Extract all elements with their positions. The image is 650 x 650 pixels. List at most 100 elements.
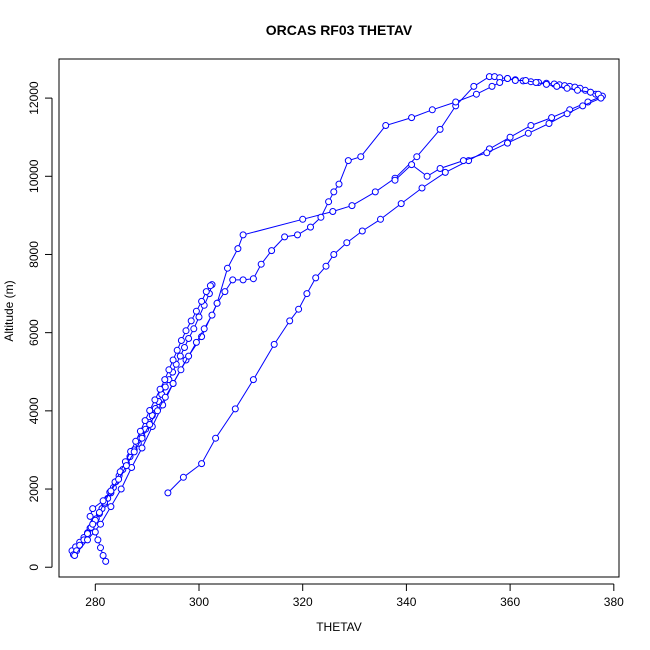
data-point: [522, 77, 530, 84]
data-point: [146, 407, 154, 414]
data-point: [190, 325, 198, 333]
data-point: [286, 317, 294, 325]
data-point: [268, 247, 276, 255]
data-point: [239, 276, 247, 284]
data-point: [579, 102, 587, 110]
data-point: [504, 139, 511, 147]
data-point: [146, 421, 154, 428]
data-point: [408, 114, 416, 122]
plot-area: [58, 58, 620, 578]
data-point: [234, 245, 242, 253]
data-point: [294, 231, 301, 239]
data-point: [84, 530, 91, 538]
data-point: [221, 288, 229, 296]
y-tick-label: 0: [27, 564, 41, 571]
data-point: [94, 536, 102, 544]
y-tick-label: 4000: [27, 397, 41, 424]
data-point: [504, 75, 511, 82]
data-point: [563, 84, 571, 92]
data-point: [95, 509, 103, 516]
data-point: [413, 153, 421, 161]
data-point: [452, 98, 460, 106]
x-tick-label: 280: [85, 595, 105, 609]
data-point: [344, 157, 352, 165]
data-point: [423, 172, 431, 180]
data-point: [231, 405, 239, 413]
data-point: [563, 110, 571, 118]
data-point: [542, 80, 550, 88]
data-point: [239, 231, 247, 239]
data-point: [436, 165, 444, 172]
data-point: [357, 153, 365, 161]
data-point: [224, 264, 231, 272]
data-point: [548, 114, 556, 122]
data-point: [377, 215, 384, 223]
y-tick-label: 2000: [27, 475, 41, 502]
data-series-layer: [68, 73, 606, 565]
series-4: [164, 92, 606, 497]
data-point: [132, 437, 140, 445]
data-point: [169, 356, 177, 364]
data-point: [91, 528, 99, 536]
axes-layer: 280 300 320 340 360 380 0 2000 4000 6000 8000 10000…: [27, 81, 624, 609]
data-point: [408, 161, 416, 169]
data-point: [164, 489, 172, 497]
data-point: [206, 282, 214, 290]
data-point: [307, 223, 314, 231]
data-point: [136, 427, 144, 435]
data-point: [177, 337, 185, 344]
data-point: [249, 376, 257, 384]
data-point: [348, 202, 356, 210]
data-point: [202, 288, 210, 296]
data-point: [532, 79, 540, 86]
data-point: [325, 198, 333, 206]
x-tick-label: 320: [293, 595, 313, 609]
data-point: [488, 82, 496, 90]
x-tick-label: 300: [189, 595, 209, 609]
data-point: [574, 86, 581, 94]
data-point: [330, 251, 338, 258]
y-tick-label: 6000: [27, 319, 41, 346]
x-axis-label: THETAV: [316, 620, 362, 634]
data-point: [295, 305, 303, 313]
data-point: [107, 503, 115, 511]
data-point: [212, 434, 220, 442]
data-point: [71, 552, 79, 559]
data-point: [496, 79, 504, 86]
data-point: [138, 444, 146, 452]
x-tick-label: 360: [500, 595, 520, 609]
data-point: [185, 352, 193, 360]
data-point: [472, 90, 480, 98]
data-point: [317, 213, 325, 221]
data-point: [257, 260, 265, 268]
data-point: [169, 380, 177, 387]
data-point: [192, 307, 200, 315]
data-point: [281, 233, 289, 241]
series-line: [167, 95, 603, 494]
data-point: [545, 120, 553, 127]
data-point: [312, 274, 320, 282]
data-point: [587, 88, 594, 96]
data-point: [441, 168, 449, 176]
data-point: [270, 340, 278, 348]
data-point: [483, 149, 491, 157]
data-point: [99, 552, 107, 559]
data-point: [527, 122, 535, 129]
data-point: [89, 520, 97, 528]
data-point: [459, 157, 467, 165]
data-point: [102, 557, 110, 565]
data-point: [84, 536, 91, 544]
data-point: [187, 317, 195, 325]
data-point: [173, 346, 181, 354]
data-point: [195, 313, 203, 321]
data-point: [141, 417, 149, 425]
data-point: [151, 396, 159, 404]
series-line: [89, 77, 602, 562]
data-point: [161, 376, 169, 384]
data-point: [524, 129, 532, 137]
data-point: [397, 200, 405, 208]
data-point: [176, 352, 184, 360]
data-point: [165, 366, 173, 374]
series-3: [71, 73, 605, 559]
